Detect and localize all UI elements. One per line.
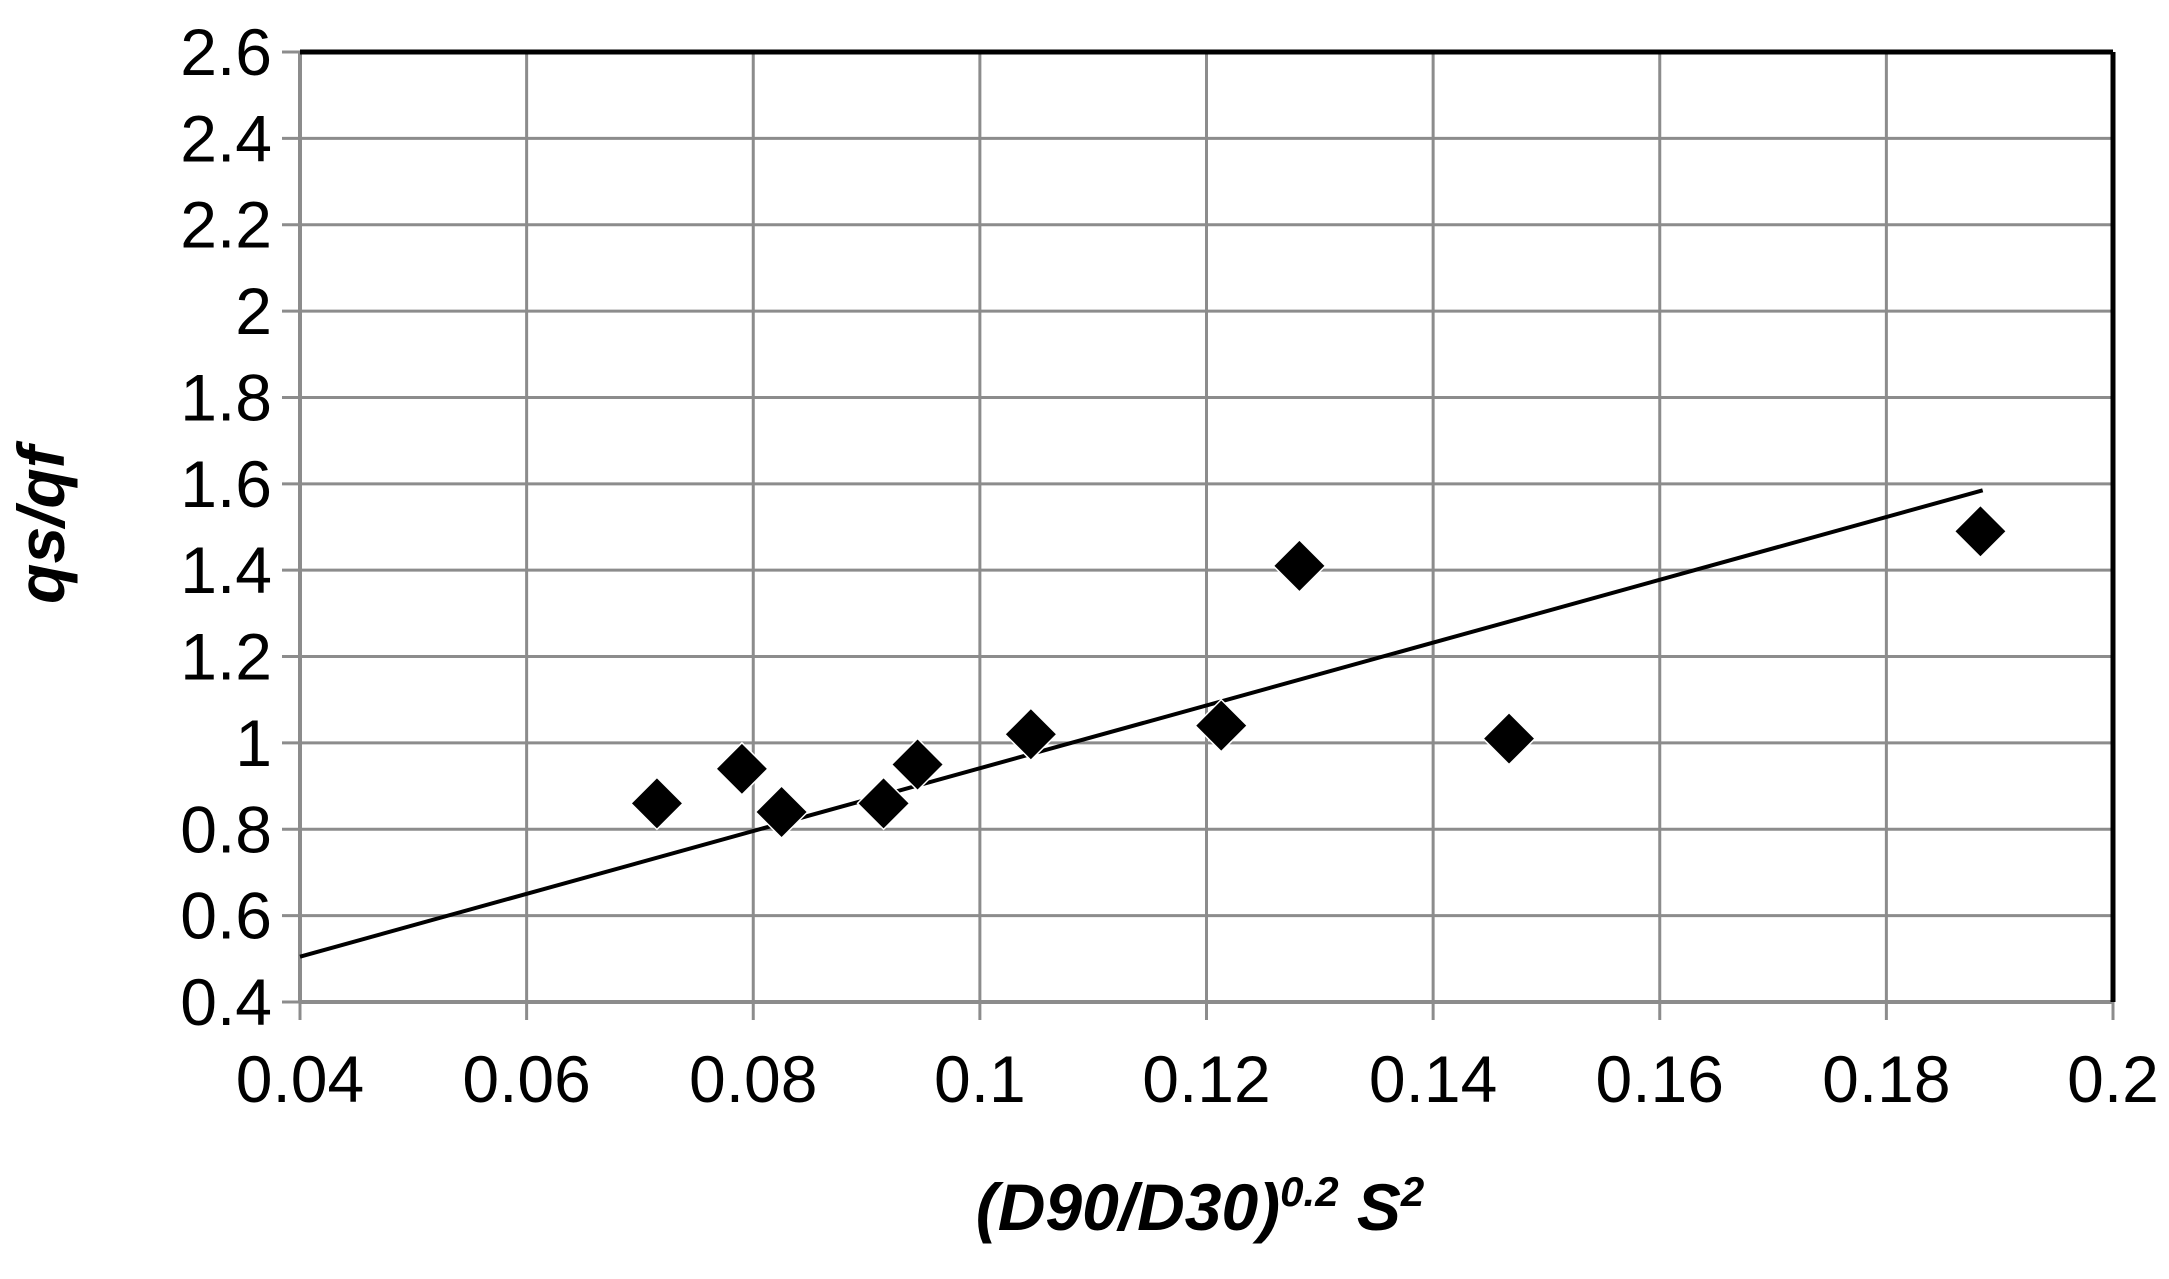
y-tick-label: 1.2 — [180, 620, 272, 694]
y-tick-label: 0.6 — [180, 879, 272, 953]
data-point — [856, 776, 911, 831]
gridlines — [300, 50, 2113, 1002]
linear-trendline — [299, 488, 1984, 959]
data-point — [1272, 538, 1327, 593]
x-tick-label: 0.18 — [1822, 1042, 1950, 1116]
trendline-group — [299, 488, 1984, 959]
x-tick-label: 0.04 — [236, 1042, 364, 1116]
x-tick-label: 0.1 — [934, 1042, 1026, 1116]
data-point — [1481, 711, 1537, 766]
y-tick-label: 1.8 — [180, 360, 272, 434]
data-point — [890, 737, 945, 792]
y-tick-label: 0.8 — [180, 792, 272, 866]
x-axis-title: (D90/D30)0.2 S2 — [976, 1168, 1425, 1244]
data-point — [1003, 707, 1058, 762]
y-tick-label: 1.4 — [180, 533, 272, 607]
axis-ticks — [282, 50, 2115, 1020]
data-point — [629, 776, 684, 831]
x-tick-label: 0.14 — [1369, 1042, 1497, 1116]
y-axis-tick-labels: 0.4 0.6 0.8 1 1.2 1.4 1.6 1.8 2 2.2 2.4 2.6 — [180, 15, 272, 1039]
x-tick-label: 0.16 — [1596, 1042, 1724, 1116]
data-point — [1953, 504, 2008, 559]
data-point — [754, 784, 809, 840]
data-point — [1194, 698, 1249, 753]
y-tick-label: 2 — [235, 274, 272, 348]
data-points — [629, 504, 2008, 840]
y-tick-label: 2.2 — [180, 188, 272, 262]
x-tick-label: 0.2 — [2067, 1042, 2159, 1116]
y-tick-label: 1.6 — [180, 447, 272, 521]
x-axis-tick-labels: 0.04 0.06 0.08 0.1 0.12 0.14 0.16 0.18 0.2 — [236, 1042, 2159, 1116]
x-tick-label: 0.12 — [1142, 1042, 1270, 1116]
y-tick-label: 2.4 — [180, 101, 272, 175]
y-tick-label: 2.6 — [180, 15, 272, 89]
x-tick-label: 0.08 — [689, 1042, 817, 1116]
x-tick-label: 0.06 — [462, 1042, 590, 1116]
y-tick-label: 1 — [235, 706, 272, 780]
data-point — [714, 741, 769, 796]
y-tick-label: 0.4 — [180, 965, 272, 1039]
y-axis-title: qs/qf — [4, 440, 78, 604]
